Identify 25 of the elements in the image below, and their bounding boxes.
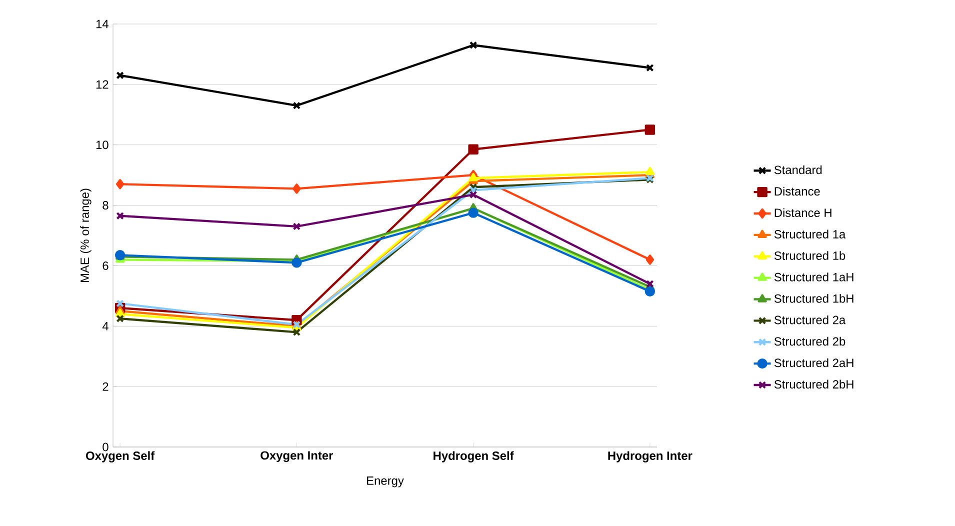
legend-label: Structured 1b (774, 251, 846, 260)
y-tick-label: 2 (102, 382, 108, 391)
x-tick-label: Oxygen Inter (260, 451, 334, 462)
legend-label: Structured 1aH (774, 272, 854, 282)
y-tick-label: 12 (96, 80, 108, 89)
x-tick-label: Hydrogen Self (434, 451, 514, 462)
legend-label: Structured 1bH (774, 294, 854, 303)
y-tick-label: 4 (102, 322, 108, 330)
y-tick-label: 6 (102, 261, 108, 270)
x-tick-label: Hydrogen Inter (608, 451, 692, 462)
x-tick-label: Oxygen Self (86, 451, 155, 462)
y-tick-label: 14 (96, 20, 108, 28)
legend-label: Distance H (774, 208, 832, 218)
legend-label: Structured 2aH (774, 358, 854, 368)
x-axis-title: Energy (367, 476, 404, 488)
y-axis-title: MAE (% of range) (80, 188, 92, 282)
legend-label: Structured 2bH (774, 380, 854, 389)
legend-label: Standard (774, 165, 822, 174)
y-tick-label: 10 (96, 140, 108, 150)
y-tick-label: 8 (102, 201, 108, 210)
legend-label: Structured 1a (774, 230, 846, 238)
legend-label: Structured 2b (774, 336, 846, 346)
legend-label: Structured 2a (774, 315, 846, 324)
legend-label: Distance (774, 186, 820, 196)
y-tick-label: 0 (102, 442, 108, 452)
